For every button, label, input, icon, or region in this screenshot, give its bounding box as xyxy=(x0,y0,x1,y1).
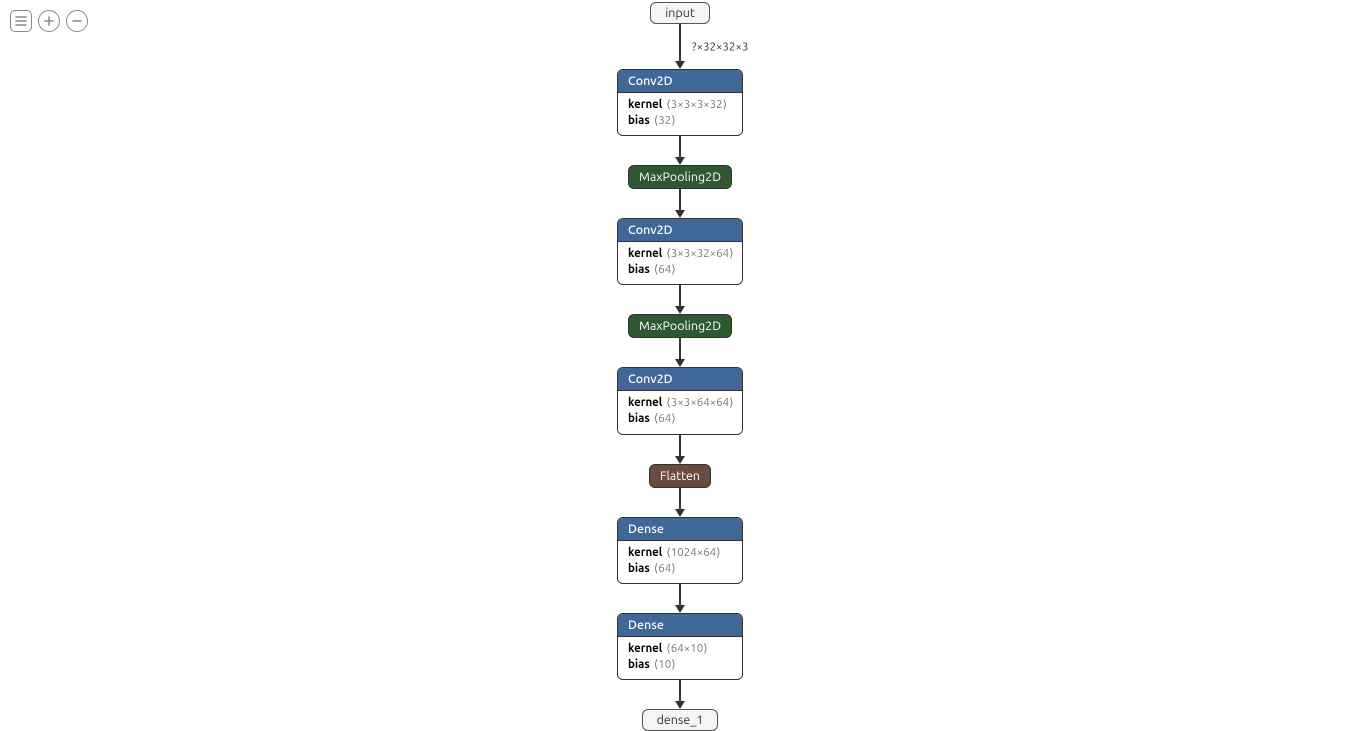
graph-edge: ?×32×32×3 xyxy=(675,24,685,69)
layer-node[interactable]: Conv2Dkernel⟨3×3×3×32⟩bias⟨32⟩ xyxy=(617,69,743,136)
graph-edge xyxy=(675,285,685,314)
layer-node[interactable]: Densekernel⟨1024×64⟩bias⟨64⟩ xyxy=(617,517,743,584)
layer-title: Conv2D xyxy=(618,70,742,92)
graph-edge xyxy=(675,584,685,613)
model-graph[interactable]: input?×32×32×3Conv2Dkernel⟨3×3×3×32⟩bias… xyxy=(617,2,743,731)
layer-node[interactable]: Conv2Dkernel⟨3×3×64×64⟩bias⟨64⟩ xyxy=(617,367,743,434)
layer-params: kernel⟨64×10⟩bias⟨10⟩ xyxy=(618,636,742,679)
layer-node[interactable]: MaxPooling2D xyxy=(628,165,732,189)
layer-node[interactable]: MaxPooling2D xyxy=(628,314,732,338)
layer-params: kernel⟨3×3×32×64⟩bias⟨64⟩ xyxy=(618,241,742,284)
graph-edge xyxy=(675,189,685,218)
layer-params: kernel⟨1024×64⟩bias⟨64⟩ xyxy=(618,540,742,583)
layer-params: kernel⟨3×3×3×32⟩bias⟨32⟩ xyxy=(618,92,742,135)
graph-edge xyxy=(675,680,685,709)
layer-title: Dense xyxy=(618,614,742,636)
layer-node[interactable]: Flatten xyxy=(649,464,711,488)
graph-edge xyxy=(675,338,685,367)
toolbar xyxy=(10,10,88,32)
layer-title: Dense xyxy=(618,518,742,540)
graph-edge xyxy=(675,435,685,464)
menu-icon xyxy=(15,15,27,27)
output-node[interactable]: dense_1 xyxy=(642,709,719,731)
layer-node[interactable]: Densekernel⟨64×10⟩bias⟨10⟩ xyxy=(617,613,743,680)
minus-icon xyxy=(71,15,83,27)
graph-edge xyxy=(675,488,685,517)
menu-button[interactable] xyxy=(10,10,32,32)
layer-title: Conv2D xyxy=(618,219,742,241)
input-node[interactable]: input xyxy=(650,2,710,24)
edge-shape-label: ?×32×32×3 xyxy=(680,40,748,53)
zoom-out-button[interactable] xyxy=(66,10,88,32)
zoom-in-button[interactable] xyxy=(38,10,60,32)
plus-icon xyxy=(43,15,55,27)
layer-params: kernel⟨3×3×64×64⟩bias⟨64⟩ xyxy=(618,390,742,433)
layer-title: Conv2D xyxy=(618,368,742,390)
graph-edge xyxy=(675,136,685,165)
layer-node[interactable]: Conv2Dkernel⟨3×3×32×64⟩bias⟨64⟩ xyxy=(617,218,743,285)
